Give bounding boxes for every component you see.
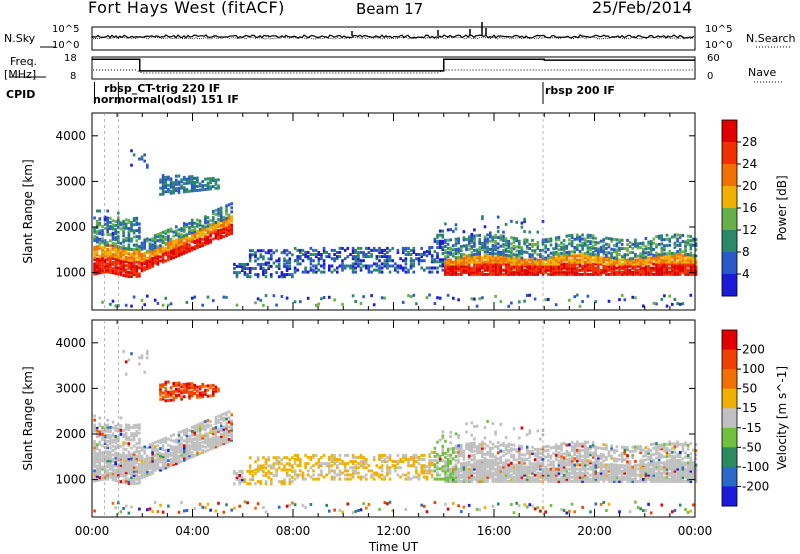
velocity-colorbar-swatch <box>722 427 737 448</box>
velocity-colorbar-tick-label: 100 <box>742 362 765 376</box>
velocity-colorbar-swatch <box>722 330 737 351</box>
nave-tick-high: 60 <box>707 53 720 64</box>
power-heatmap-ytick-label: 4000 <box>55 129 86 143</box>
nave-label: Nave <box>748 66 777 79</box>
freq-tick-high: 18 <box>64 53 77 64</box>
date-title: 25/Feb/2014 <box>592 0 693 17</box>
beam-title: Beam 17 <box>356 0 424 18</box>
velocity-colorbar-swatch <box>722 466 737 487</box>
nave-series-line <box>91 69 695 74</box>
power-colorbar-tick-label: 8 <box>742 245 750 259</box>
xtick-label: 00:00 <box>75 524 110 538</box>
power-heatmap-ytick-label: 3000 <box>55 174 86 188</box>
velocity-colorbar-tick-label: 15 <box>742 401 757 415</box>
xtick-label: 20:00 <box>577 524 612 538</box>
power-colorbar-swatch <box>722 274 737 297</box>
velocity-colorbar-swatch <box>722 447 737 468</box>
xaxis-label: Time UT <box>368 540 419 554</box>
xtick-label: 04:00 <box>175 524 210 538</box>
frequency-series-line <box>92 58 695 72</box>
velocity-colorbar-tick-label: -15 <box>742 421 762 435</box>
velocity-colorbar-swatch <box>722 369 737 390</box>
station-title: Fort Hays West (fitACF) <box>88 0 285 17</box>
power-colorbar-swatch <box>722 164 737 187</box>
velocity-heatmap-ytick-label: 2000 <box>55 427 86 441</box>
nsearch-label: N.Search <box>746 32 796 45</box>
nsky-label: N.Sky <box>4 32 36 45</box>
velocity-colorbar-tick-label: -100 <box>742 460 769 474</box>
velocity-colorbar-frame <box>721 329 738 507</box>
nsearch-series-line <box>91 36 695 40</box>
velocity-heatmap-ylabel: Slant Range [km] <box>21 366 35 470</box>
nsky-tick-low: 10^0 <box>52 40 80 51</box>
power-heatmap-ytick-label: 1000 <box>55 266 86 280</box>
power-colorbar-label: Power [dB] <box>775 175 789 240</box>
power-colorbar-tick-label: 24 <box>742 157 757 171</box>
power-heatmap-cells <box>93 149 698 308</box>
freq-label-line2: [MHz] <box>4 68 37 81</box>
nave-tick-low: 0 <box>707 71 714 82</box>
velocity-heatmap-background <box>92 320 695 517</box>
power-colorbar-swatch <box>722 142 737 165</box>
xtick-label: 12:00 <box>376 524 411 538</box>
power-colorbar-swatch <box>722 208 737 231</box>
nsky-tick-high: 10^5 <box>52 24 80 35</box>
nsearch-tick-low: 10^0 <box>705 40 733 51</box>
cpid-label: CPID <box>6 88 36 101</box>
velocity-heatmap-ytick-label: 1000 <box>55 473 86 487</box>
power-colorbar-swatch <box>722 230 737 253</box>
freq-panel-frame <box>91 56 696 80</box>
nsearch-tick-high: 10^5 <box>705 24 733 35</box>
power-heatmap-ytick-label: 2000 <box>55 220 86 234</box>
nsky-panel-frame <box>91 26 696 51</box>
velocity-colorbar-tick-label: -50 <box>742 440 762 454</box>
nsky-series-line <box>91 34 695 39</box>
freq-label-line1: Freq. <box>10 55 38 68</box>
xtick-label: 16:00 <box>477 524 512 538</box>
velocity-colorbar-tick-label: 200 <box>742 343 765 357</box>
power-colorbar-swatch <box>722 252 737 275</box>
xtick-label: 08:00 <box>276 524 311 538</box>
velocity-colorbar-swatch <box>722 486 737 507</box>
power-colorbar-tick-label: 4 <box>742 267 750 281</box>
velocity-heatmap-ytick-label: 3000 <box>55 381 86 395</box>
power-heatmap-ylabel: Slant Range [km] <box>21 159 35 263</box>
power-colorbar-tick-label: 28 <box>742 135 757 149</box>
velocity-colorbar-tick-label: 50 <box>742 382 757 396</box>
velocity-heatmap-cells <box>93 350 698 515</box>
cpid-entry-rbsp-ct-trig: rbsp_CT-trig 220 IF <box>104 82 221 95</box>
cpid-entry-normal: normormal(odsl) 151 IF <box>93 93 239 106</box>
power-colorbar-swatch <box>722 120 737 143</box>
xtick-label: 00:00 <box>678 524 713 538</box>
cpid-entry-rbsp-200: rbsp 200 IF <box>545 84 615 97</box>
velocity-heatmap-ytick-label: 4000 <box>55 336 86 350</box>
power-colorbar-tick-label: 20 <box>742 179 757 193</box>
power-colorbar-swatch <box>722 186 737 209</box>
freq-tick-low: 8 <box>70 71 77 82</box>
power-colorbar-tick-label: 12 <box>742 223 757 237</box>
power-colorbar-tick-label: 16 <box>742 201 757 215</box>
velocity-colorbar-swatch <box>722 408 737 429</box>
power-heatmap-background <box>92 113 695 310</box>
velocity-colorbar-tick-label: -200 <box>742 479 769 493</box>
velocity-colorbar-swatch <box>722 388 737 409</box>
velocity-colorbar-label: Velocity [m s^-1] <box>775 366 789 470</box>
velocity-colorbar-swatch <box>722 349 737 370</box>
